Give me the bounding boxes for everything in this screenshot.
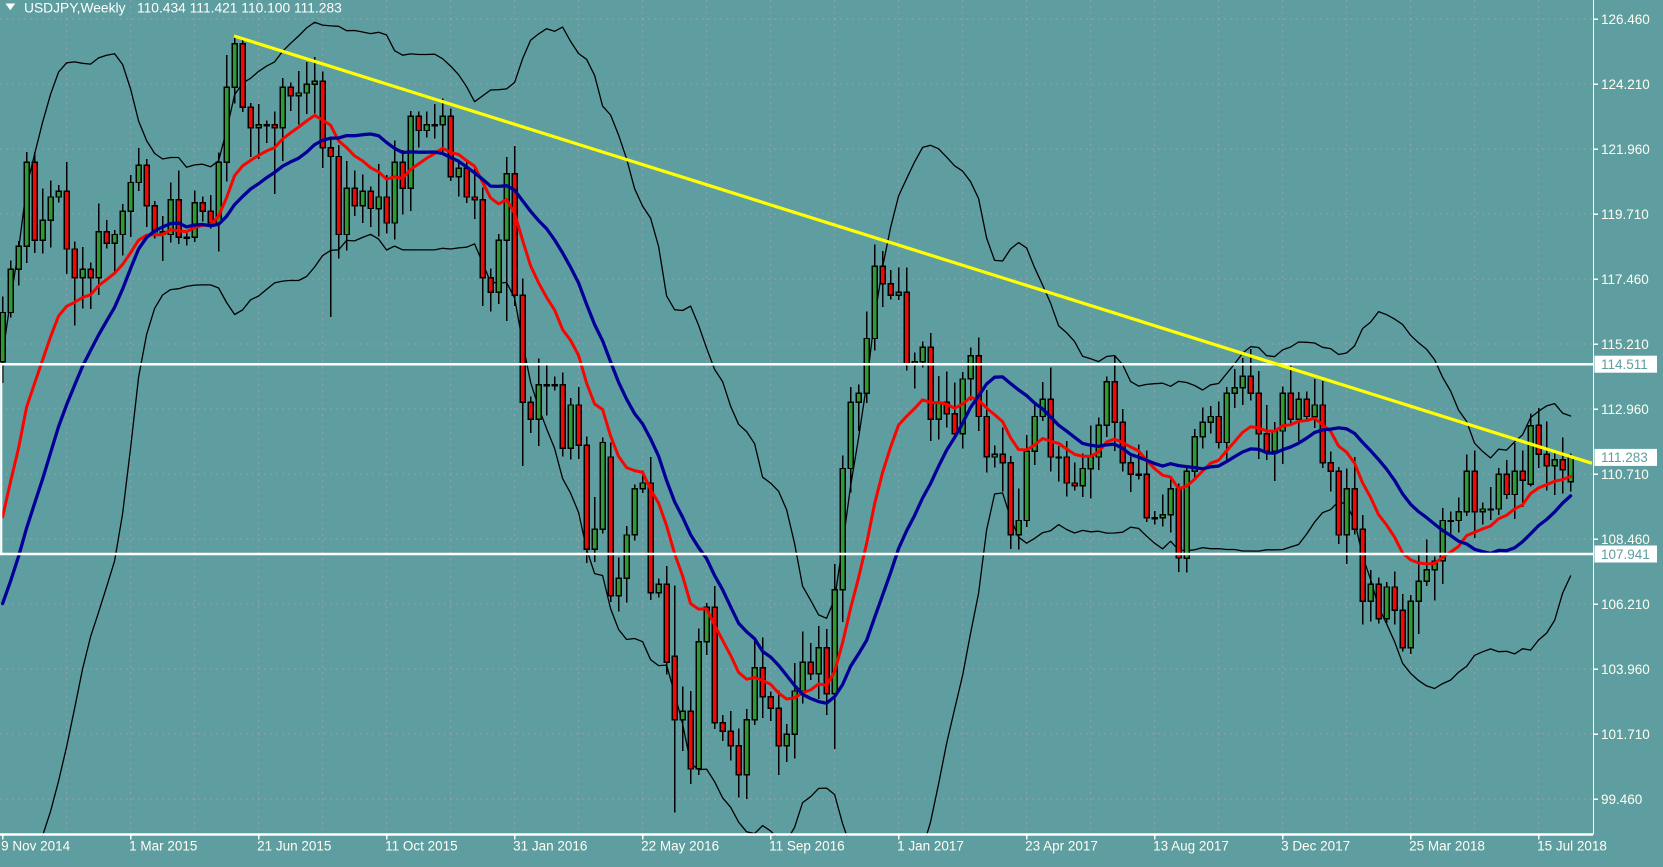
svg-text:117.460: 117.460 bbox=[1601, 272, 1649, 287]
svg-text:107.941: 107.941 bbox=[1601, 547, 1650, 562]
svg-text:USDJPY,Weekly 110.434 111.42: USDJPY,Weekly 110.434 111.421 110.100 11… bbox=[24, 1, 342, 16]
svg-text:124.210: 124.210 bbox=[1601, 77, 1650, 92]
svg-text:25 Mar 2018: 25 Mar 2018 bbox=[1409, 839, 1485, 854]
svg-text:3 Dec 2017: 3 Dec 2017 bbox=[1281, 839, 1350, 854]
svg-text:110.710: 110.710 bbox=[1601, 467, 1649, 482]
svg-text:21 Jun 2015: 21 Jun 2015 bbox=[257, 839, 331, 854]
svg-text:114.511: 114.511 bbox=[1601, 357, 1648, 372]
svg-text:1 Jan 2017: 1 Jan 2017 bbox=[897, 839, 964, 854]
svg-text:1 Mar 2015: 1 Mar 2015 bbox=[129, 839, 197, 854]
svg-text:15 Jul 2018: 15 Jul 2018 bbox=[1537, 839, 1607, 854]
svg-text:103.960: 103.960 bbox=[1601, 662, 1650, 677]
svg-text:11 Oct 2015: 11 Oct 2015 bbox=[385, 839, 458, 854]
svg-text:9 Nov 2014: 9 Nov 2014 bbox=[1, 839, 71, 854]
svg-text:106.210: 106.210 bbox=[1601, 597, 1650, 612]
svg-text:11 Sep 2016: 11 Sep 2016 bbox=[769, 839, 845, 854]
svg-text:23 Apr 2017: 23 Apr 2017 bbox=[1025, 839, 1098, 854]
svg-text:126.460: 126.460 bbox=[1601, 12, 1650, 27]
svg-text:115.210: 115.210 bbox=[1601, 337, 1649, 352]
svg-text:111.283: 111.283 bbox=[1601, 450, 1648, 465]
svg-text:101.710: 101.710 bbox=[1601, 727, 1650, 742]
svg-text:119.710: 119.710 bbox=[1601, 207, 1649, 222]
svg-text:112.960: 112.960 bbox=[1601, 402, 1649, 417]
svg-text:31 Jan 2016: 31 Jan 2016 bbox=[513, 839, 587, 854]
svg-text:108.460: 108.460 bbox=[1601, 532, 1650, 547]
svg-text:99.460: 99.460 bbox=[1601, 792, 1642, 807]
svg-text:22 May 2016: 22 May 2016 bbox=[641, 839, 719, 854]
svg-text:121.960: 121.960 bbox=[1601, 142, 1650, 157]
svg-text:13 Aug 2017: 13 Aug 2017 bbox=[1153, 839, 1229, 854]
